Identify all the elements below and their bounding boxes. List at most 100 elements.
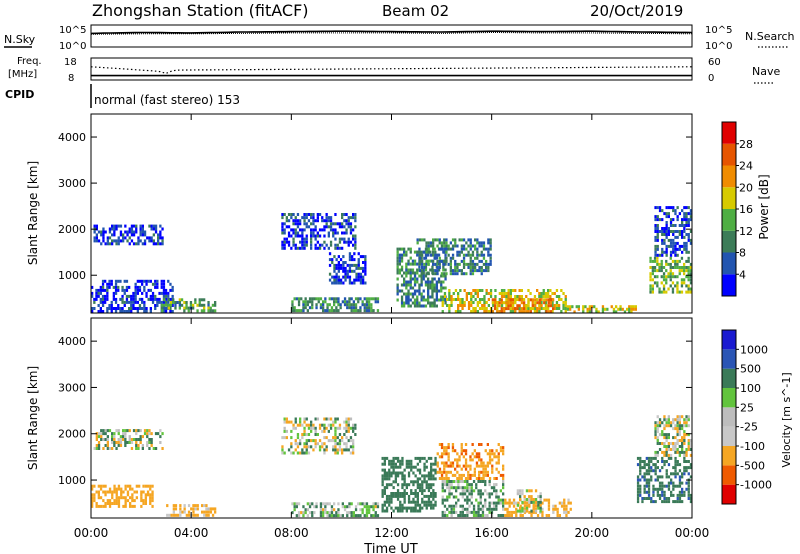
- velocity-cell: [412, 480, 415, 484]
- velocity-cell: [678, 450, 681, 454]
- power-cell: [357, 300, 360, 304]
- velocity-cell: [196, 504, 199, 508]
- velocity-cell: [495, 455, 498, 459]
- power-cell: [658, 206, 662, 210]
- velocity-cell: [661, 487, 664, 491]
- velocity-cell: [341, 436, 344, 440]
- velocity-cell: [423, 465, 426, 469]
- velocity-cell: [93, 447, 96, 450]
- velocity-cell: [334, 429, 337, 433]
- power-region: [161, 298, 217, 313]
- velocity-cell: [687, 490, 690, 494]
- power-cell: [440, 298, 443, 302]
- velocity-cell: [291, 502, 294, 506]
- power-cell: [290, 228, 293, 232]
- power-cell: [474, 238, 477, 242]
- velocity-cell: [663, 442, 666, 445]
- velocity-cell: [405, 465, 408, 469]
- velocity-cell: [665, 421, 668, 425]
- velocity-cell: [407, 500, 411, 504]
- power-cell: [405, 271, 408, 275]
- velocity-cell: [471, 443, 474, 446]
- velocity-cell: [466, 489, 469, 493]
- power-cell: [423, 250, 426, 254]
- power-cell: [145, 310, 148, 313]
- power-cell: [498, 310, 501, 314]
- velocity-cell: [639, 456, 642, 460]
- power-cell: [334, 228, 337, 232]
- power-cell: [112, 297, 115, 301]
- power-cell: [171, 285, 174, 289]
- power-cell: [132, 297, 135, 301]
- velocity-cell: [486, 470, 489, 474]
- velocity-cell: [541, 507, 544, 511]
- power-cell: [493, 307, 497, 311]
- power-cell: [141, 291, 144, 295]
- velocity-cell: [510, 501, 513, 505]
- power-cell: [123, 291, 126, 295]
- power-cell: [425, 241, 428, 245]
- power-cell: [470, 298, 473, 301]
- power-cell: [505, 292, 508, 295]
- power-cell: [400, 304, 404, 308]
- power-cell: [327, 219, 330, 223]
- velocity-cell: [480, 477, 483, 480]
- power-cell: [152, 233, 155, 237]
- power-cell: [143, 230, 147, 234]
- velocity-cell: [149, 502, 152, 505]
- velocity-cell: [685, 415, 688, 419]
- power-cell: [349, 231, 353, 235]
- power-cell: [337, 303, 340, 307]
- velocity-cell: [315, 502, 318, 506]
- power-cell: [138, 279, 142, 283]
- velocity-cell: [643, 487, 646, 491]
- power-cell: [665, 269, 668, 273]
- power-cell: [628, 305, 631, 309]
- velocity-cell: [341, 505, 344, 509]
- velocity-cell: [310, 439, 313, 443]
- velocity-cell: [287, 448, 291, 452]
- power-cell: [443, 241, 446, 245]
- power-cell: [310, 240, 313, 244]
- power-cell: [665, 290, 668, 294]
- power-cell: [314, 225, 317, 229]
- velocity-cell: [448, 489, 451, 493]
- velocity-cell: [388, 462, 391, 466]
- velocity-cell: [477, 510, 480, 514]
- power-cell: [683, 266, 686, 269]
- power-cell: [180, 303, 184, 307]
- velocity-cell: [519, 506, 522, 510]
- power-ytick-label: 1000: [58, 269, 86, 282]
- power-cell: [446, 298, 449, 301]
- velocity-cell: [392, 465, 395, 469]
- power-cell: [425, 244, 428, 248]
- power-cell: [672, 247, 675, 251]
- power-cell: [348, 255, 352, 259]
- velocity-cell: [689, 442, 693, 445]
- power-cell: [467, 301, 471, 304]
- velocity-cell: [466, 486, 469, 490]
- power-cell: [478, 266, 481, 269]
- velocity-data: [91, 415, 693, 518]
- velocity-cell: [410, 506, 413, 510]
- velocity-cell: [137, 438, 140, 441]
- power-cell: [294, 246, 297, 250]
- velocity-cell: [346, 514, 349, 518]
- power-cell: [649, 259, 652, 263]
- power-cell: [154, 304, 157, 307]
- velocity-cell: [663, 445, 666, 448]
- velocity-cell: [445, 449, 448, 453]
- velocity-cell: [460, 449, 463, 453]
- power-cell: [471, 262, 475, 266]
- velocity-cell: [460, 446, 463, 450]
- velocity-cell: [667, 475, 671, 479]
- velocity-cell: [122, 490, 125, 494]
- power-cell: [301, 240, 304, 244]
- power-cell: [450, 301, 453, 304]
- power-cell: [687, 206, 690, 210]
- power-cell: [478, 307, 482, 310]
- velocity-cell: [661, 442, 664, 445]
- power-cell: [681, 250, 684, 254]
- power-cell: [489, 244, 492, 248]
- power-cell: [350, 309, 353, 313]
